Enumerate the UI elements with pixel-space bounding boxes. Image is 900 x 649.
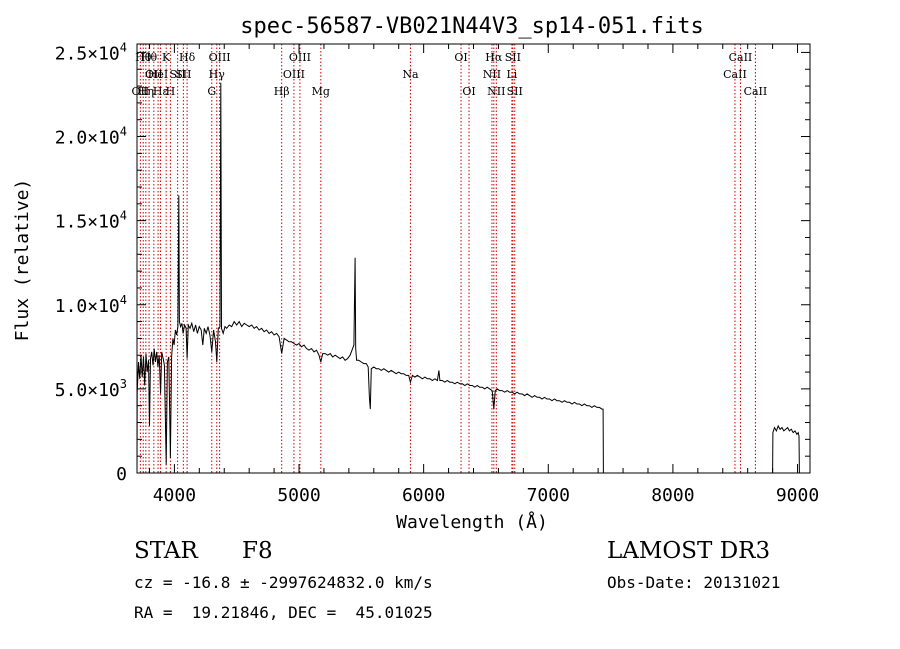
x-axis: 4000 5000 6000 7000 8000 9000	[148, 44, 819, 506]
y-tick-exponent: 4	[120, 125, 127, 139]
line-label: OIII	[209, 51, 231, 64]
plot-frame	[136, 43, 811, 474]
x-tick-label: 8000	[651, 485, 694, 506]
spectral-line-labels: OIIHθHηHθOIIHeIHεKHSIISIIHδGHγOIIIHβOIII…	[132, 51, 768, 98]
y-tick-mantissa: 2.5×10	[55, 43, 120, 64]
y-axis-label: Flux (relative)	[12, 179, 33, 342]
y-tick-exponent: 3	[120, 377, 127, 391]
y-tick-label: 2.0×104	[55, 125, 127, 149]
line-label: Mg	[312, 85, 330, 98]
line-label: Hδ	[179, 51, 196, 64]
line-label: CaII	[744, 85, 768, 98]
line-label: Hθ	[141, 51, 158, 64]
line-label: Na	[402, 68, 419, 81]
y-tick-label: 0	[116, 464, 127, 485]
line-label: OIII	[289, 51, 311, 64]
y-tick-exponent: 4	[120, 293, 127, 307]
x-tick-label: 9000	[776, 485, 819, 506]
line-label: Hθ	[135, 51, 152, 64]
survey-name: LAMOST DR3	[607, 538, 771, 564]
line-label: NII	[487, 85, 505, 98]
line-label: SII	[175, 68, 191, 81]
y-tick-mantissa: 0	[116, 464, 127, 485]
line-label: Hε	[153, 85, 169, 98]
line-label: K	[162, 51, 171, 64]
y-tick-label: 1.5×104	[55, 209, 127, 233]
line-label: SII	[507, 85, 523, 98]
spectrum-trace	[136, 82, 800, 474]
y-tick-label: 5.0×103	[55, 377, 127, 401]
line-label: OII	[132, 85, 150, 98]
y-tick-exponent: 4	[120, 40, 127, 54]
line-label: HeI	[148, 68, 168, 81]
y-tick-mantissa: 1.5×10	[55, 212, 120, 233]
line-label: CaII	[729, 51, 753, 64]
x-tick-label: 6000	[402, 485, 445, 506]
line-label: OIII	[283, 68, 305, 81]
redshift-readout: cz = -16.8 ± -2997624832.0 km/s	[134, 573, 433, 592]
line-label: SII	[170, 68, 186, 81]
line-label: Hγ	[209, 68, 226, 81]
y-tick-mantissa: 1.0×10	[55, 296, 120, 317]
y-tick-mantissa: 2.0×10	[55, 128, 120, 149]
line-label: NII	[483, 68, 501, 81]
line-label: OI	[462, 85, 475, 98]
line-label: Hβ	[274, 85, 290, 98]
line-label: Hη	[138, 85, 154, 98]
x-tick-label: 4000	[153, 485, 196, 506]
y-tick-exponent: 4	[120, 209, 127, 223]
object-subclass: F8	[242, 538, 273, 564]
observation-date: Obs-Date: 20131021	[607, 573, 781, 592]
line-label: OII	[145, 68, 163, 81]
line-label: G	[207, 85, 216, 98]
x-axis-label: Wavelength (Å)	[396, 511, 548, 533]
line-label: Hα	[485, 51, 503, 64]
x-tick-label: 5000	[277, 485, 320, 506]
line-label: Li	[506, 68, 517, 81]
y-tick-mantissa: 5.0×10	[55, 380, 120, 401]
spectral-line-markers	[139, 44, 756, 473]
line-label: H	[166, 85, 176, 98]
x-tick-label: 7000	[527, 485, 570, 506]
y-tick-label: 2.5×104	[55, 40, 127, 64]
line-label: CaII	[723, 68, 747, 81]
object-class: STAR	[134, 538, 198, 564]
chart-title: spec-56587-VB021N44V3_sp14-051.fits	[240, 14, 704, 39]
y-tick-label: 1.0×104	[55, 293, 127, 317]
line-label: SII	[505, 51, 521, 64]
coordinates: RA = 19.21846, DEC = 45.01025	[134, 603, 433, 622]
line-label: OI	[454, 51, 467, 64]
